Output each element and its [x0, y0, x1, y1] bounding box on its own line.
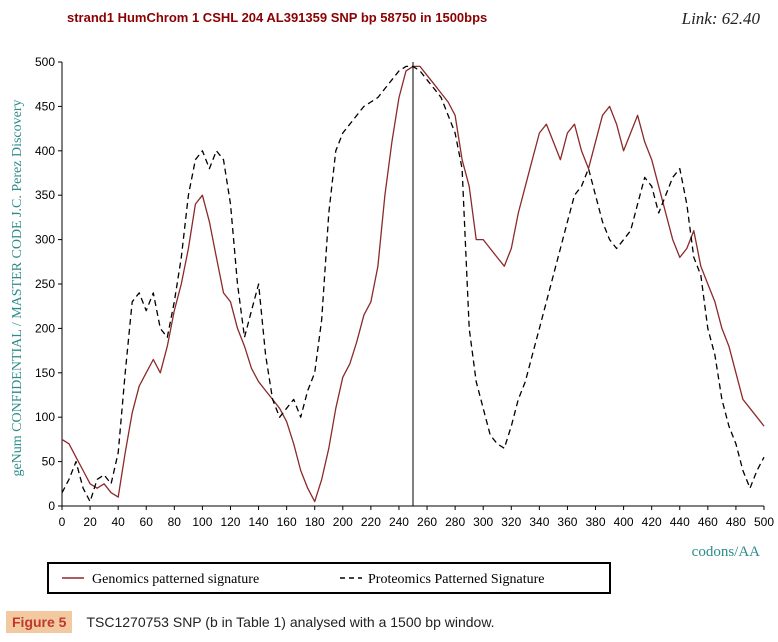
y-tick-label: 200 [35, 321, 55, 335]
x-tick-label: 380 [586, 515, 606, 529]
x-tick-label: 240 [389, 515, 409, 529]
x-tick-label: 40 [111, 515, 125, 529]
legend-proteomics-label: Proteomics Patterned Signature [368, 572, 545, 587]
x-tick-label: 260 [417, 515, 437, 529]
proteomics-series-line [61, 65, 765, 503]
x-tick-label: 480 [726, 515, 746, 529]
figure-label: Figure 5 [6, 611, 73, 633]
link-value: Link: 62.40 [681, 9, 761, 28]
figure-caption-text: TSC1270753 SNP (b in Table 1) analysed w… [86, 614, 495, 630]
x-tick-label: 400 [614, 515, 634, 529]
x-tick-label: 180 [305, 515, 325, 529]
y-tick-label: 300 [35, 233, 55, 247]
legend-box [47, 562, 611, 594]
y-tick-label: 500 [35, 55, 55, 69]
y-tick-label: 250 [35, 277, 55, 291]
legend: Genomics patterned signature Proteomics … [47, 562, 611, 594]
x-tick-label: 100 [192, 515, 212, 529]
y-axis-label: geNum CONFIDENTIAL / MASTER CODE J.C. Pe… [10, 99, 25, 476]
x-tick-label: 120 [220, 515, 240, 529]
x-tick-label: 80 [168, 515, 182, 529]
x-tick-label: 60 [140, 515, 154, 529]
x-tick-label: 420 [642, 515, 662, 529]
y-tick-label: 100 [35, 410, 55, 424]
x-tick-label: 500 [754, 515, 774, 529]
x-tick-label: 140 [249, 515, 269, 529]
y-tick-label: 150 [35, 366, 55, 380]
x-tick-label: 340 [529, 515, 549, 529]
y-tick-label: 0 [48, 499, 55, 513]
y-tick-label: 50 [42, 455, 56, 469]
x-tick-label: 300 [473, 515, 493, 529]
y-tick-label: 400 [35, 144, 55, 158]
x-tick-label: 440 [670, 515, 690, 529]
x-tick-label: 20 [83, 515, 97, 529]
x-tick-label: 0 [59, 515, 66, 529]
x-tick-label: 220 [361, 515, 381, 529]
x-tick-label: 280 [445, 515, 465, 529]
x-axis-label: codons/AA [692, 544, 760, 560]
x-tick-label: 460 [698, 515, 718, 529]
y-tick-label: 450 [35, 99, 55, 113]
chart-title: strand1 HumChrom 1 CSHL 204 AL391359 SNP… [67, 10, 487, 25]
x-tick-label: 360 [557, 515, 577, 529]
x-tick-label: 200 [333, 515, 353, 529]
plot-area: 0 50 100 150 200 250 300 350 400 450 500 0 20 40 60 80 1… [35, 55, 774, 529]
x-tick-label: 320 [501, 515, 521, 529]
x-tick-label: 160 [277, 515, 297, 529]
legend-genomics-label: Genomics patterned signature [92, 572, 259, 587]
y-tick-label: 350 [35, 188, 55, 202]
figure-caption: Figure 5 TSC1270753 SNP (b in Table 1) a… [6, 611, 495, 633]
